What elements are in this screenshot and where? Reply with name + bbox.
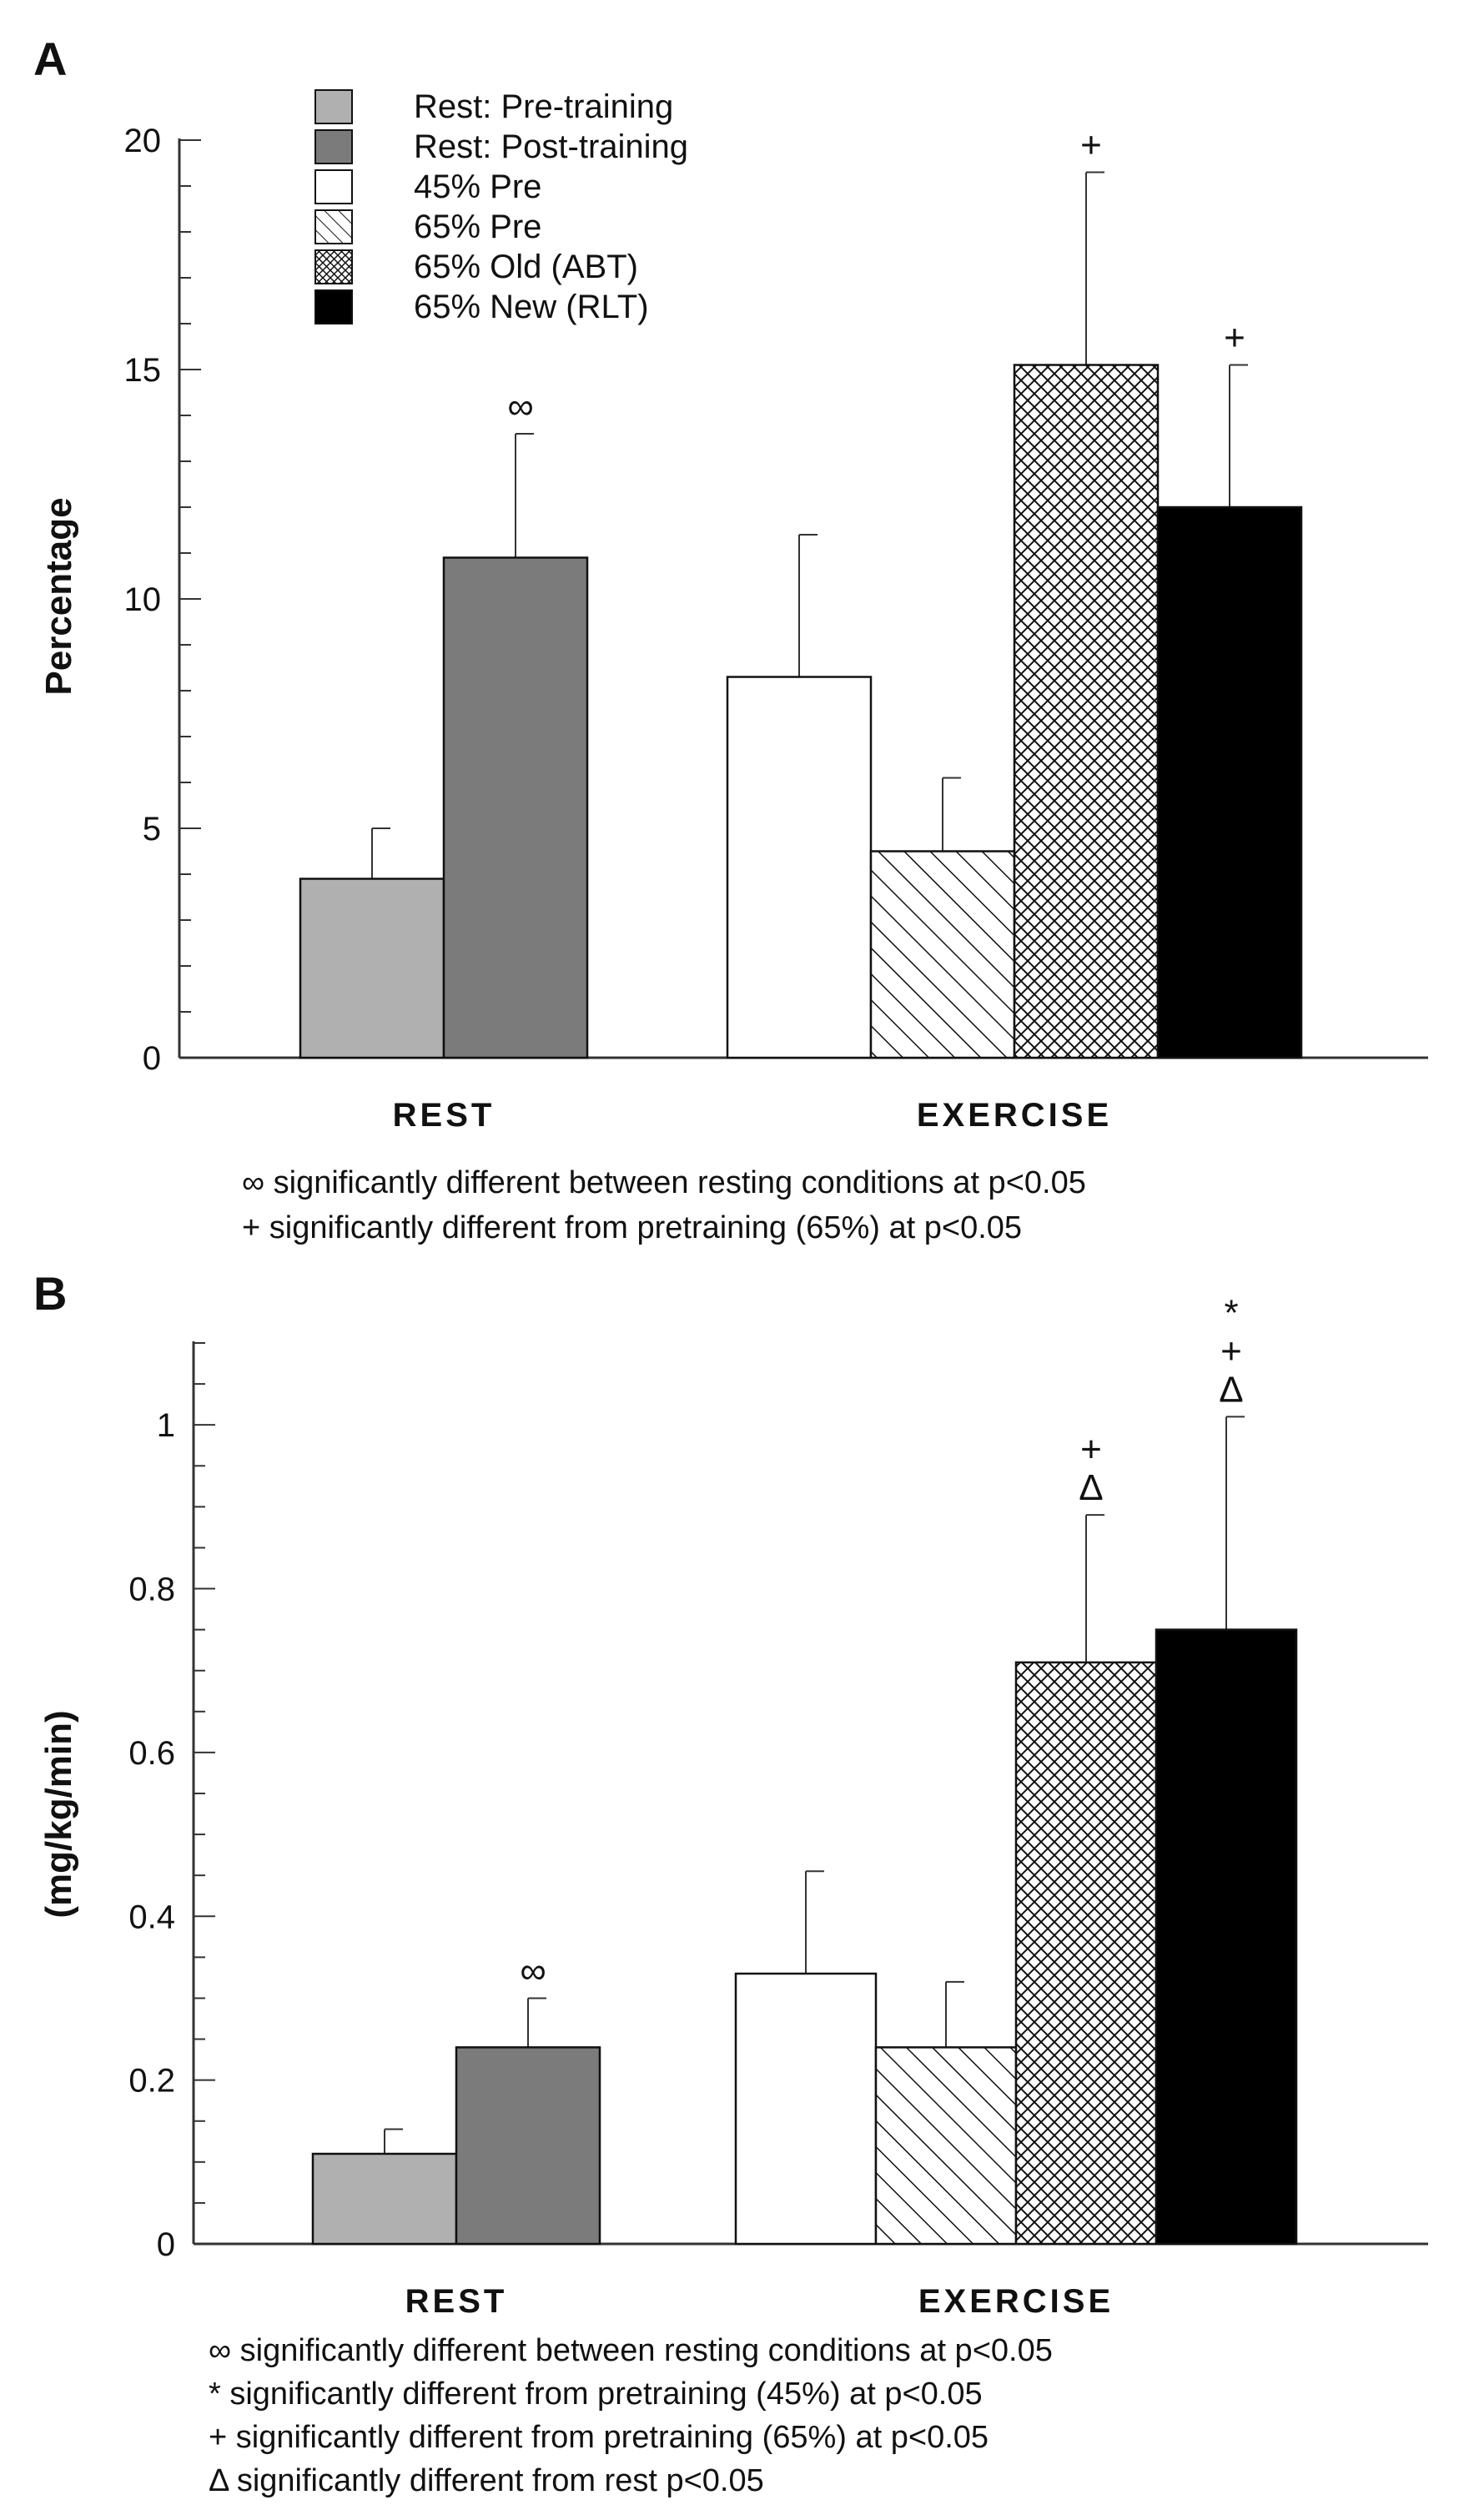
y-tick-label: 10 [124, 581, 162, 618]
y-tick-label: 1 [157, 1407, 175, 1444]
legend-swatch [314, 249, 353, 284]
y-tick-label: 0.4 [128, 1899, 175, 1935]
y-tick-label: 0.2 [128, 2063, 175, 2100]
legend-label: Rest: Post-training [414, 128, 688, 165]
legend-swatch [314, 289, 353, 324]
bar [299, 878, 445, 1059]
panel-b-footnotes: ∞ significantly different between restin… [209, 2333, 1053, 2498]
footnote: + significantly different from pretraini… [242, 1210, 1022, 1245]
significance-mark: + [1224, 318, 1245, 359]
legend-label: 65% Pre [414, 209, 541, 245]
panel-b-category-rest: REST [405, 2283, 508, 2320]
bar [734, 1972, 878, 2246]
y-tick-label: 15 [124, 352, 162, 389]
significance-mark: + Δ [1079, 1429, 1103, 1508]
panel-b-category-exercise: EXERCISE [918, 2283, 1114, 2320]
bar [874, 2046, 1018, 2246]
bar [1013, 364, 1160, 1059]
footnote: * significantly different from pretraini… [209, 2377, 983, 2412]
bar [311, 2152, 458, 2246]
y-tick-label: 20 [124, 123, 162, 159]
bar [1156, 506, 1303, 1059]
footnote: + significantly different from pretraini… [209, 2420, 989, 2455]
significance-mark: + [1080, 125, 1102, 166]
panel-a-category-exercise: EXERCISE [917, 1097, 1112, 1134]
y-tick-label: 0 [143, 1040, 161, 1077]
legend-label: 65% Old (ABT) [414, 249, 638, 285]
panel-a-y-axis-label: Percentage [38, 497, 79, 695]
y-tick-label: 5 [143, 811, 161, 848]
legend-label: 65% New (RLT) [414, 289, 649, 325]
legend-swatch [314, 169, 353, 204]
bar [869, 850, 1016, 1059]
legend-label: 45% Pre [414, 169, 541, 205]
bar [1155, 1628, 1298, 2246]
significance-mark: ∞ [507, 386, 533, 427]
panel-a-footnotes: ∞ significantly different between restin… [242, 1165, 1086, 1245]
y-tick-label: 0 [157, 2226, 175, 2263]
panel-b-letter: B [33, 1267, 67, 1320]
panel-a-category-rest: REST [393, 1097, 496, 1134]
panel-a-bars: ∞ + + [299, 125, 1303, 1059]
footnote: Δ significantly different from rest p<0.… [209, 2463, 764, 2498]
panel-b-y-axis-label: (mg/kg/min) [38, 1710, 79, 1918]
legend-label: Rest: Pre-training [414, 88, 673, 125]
significance-mark: * + Δ [1219, 1292, 1243, 1410]
panel-b-bars: ∞ + Δ * + Δ [311, 1292, 1298, 2246]
legend-swatch [314, 89, 353, 124]
bar [442, 556, 589, 1059]
legend-swatch [314, 209, 353, 244]
footnote: ∞ significantly different between restin… [209, 2333, 1053, 2368]
panel-a: A Percentage 0 5 10 15 20 ∞ + + Rest: Pre-trai… [33, 33, 1428, 1245]
significance-mark: ∞ [520, 1950, 546, 1991]
panel-a-letter: A [33, 33, 67, 85]
panel-b: B (mg/kg/min) 0 0.2 0.4 0.6 0.8 1 ∞ + Δ * + Δ REST… [33, 1267, 1428, 2498]
footnote: ∞ significantly different between restin… [242, 1165, 1086, 1200]
y-tick-label: 0.8 [128, 1572, 175, 1608]
legend-swatch [314, 129, 353, 164]
bar [1014, 1661, 1158, 2246]
y-tick-label: 0.6 [128, 1735, 175, 1772]
bar [726, 676, 873, 1059]
bar [455, 2046, 601, 2246]
